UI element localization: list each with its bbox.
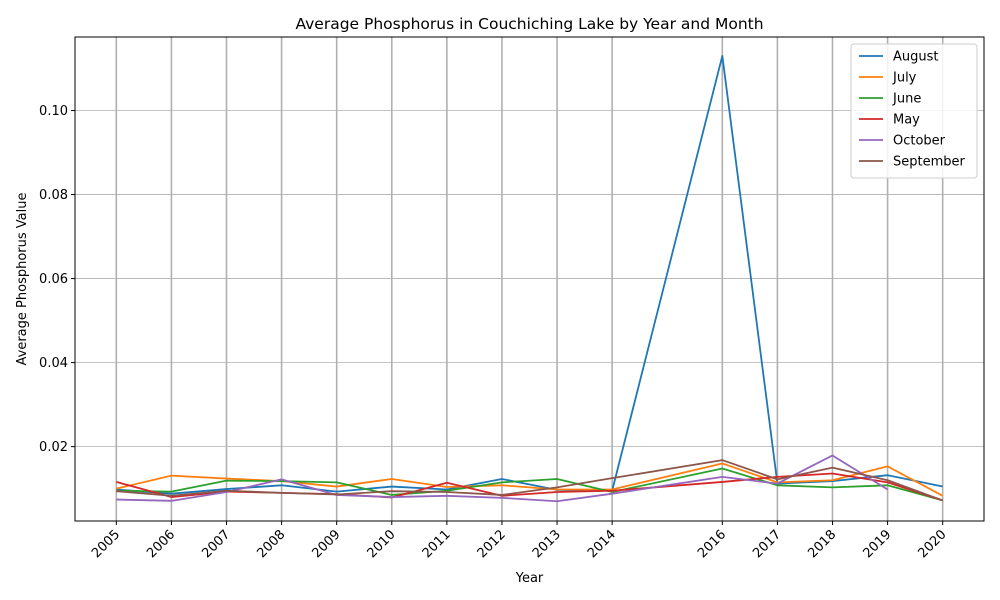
plot-frame	[74, 36, 985, 522]
chart-title: Average Phosphorus in Couchiching Lake b…	[295, 15, 763, 33]
legend-label: June	[892, 92, 921, 107]
legend-label: August	[893, 50, 939, 65]
x-tick-label: 2013	[530, 527, 564, 561]
legend: August July June May October September	[850, 43, 978, 179]
y-axis-ticks: 0.02 0.04 0.06 0.08 0.10	[39, 104, 75, 455]
x-tick-label: 2006	[144, 527, 178, 561]
legend-label: October	[893, 134, 946, 149]
x-tick-label: 2017	[750, 527, 784, 561]
legend-label: September	[893, 155, 966, 170]
x-tick-label: 2009	[310, 527, 344, 561]
series-line-june	[116, 467, 943, 502]
series-line-august	[116, 55, 943, 495]
y-tick-label: 0.02	[39, 440, 68, 455]
x-tick-label: 2020	[916, 527, 950, 561]
x-tick-label: 2019	[860, 527, 894, 561]
x-axis-ticks: 2005 2006 2007 2008 2009 2010 2011 2012 2013 2014…	[89, 521, 950, 561]
y-tick-label: 0.10	[39, 104, 68, 119]
y-tick-label: 0.04	[39, 356, 68, 371]
x-tick-label: 2007	[199, 527, 233, 561]
series-line-october	[116, 454, 889, 503]
x-tick-label: 2012	[475, 527, 509, 561]
x-tick-label: 2005	[89, 527, 123, 561]
x-tick-label: 2010	[365, 527, 399, 561]
legend-label: May	[893, 113, 920, 128]
x-tick-label: 2016	[695, 527, 729, 561]
x-tick-label: 2014	[585, 527, 619, 561]
legend-label: July	[892, 71, 917, 86]
y-tick-label: 0.08	[39, 188, 68, 203]
series-line-september	[116, 459, 943, 502]
series-line-july	[116, 462, 944, 497]
x-tick-label: 2008	[254, 527, 288, 561]
y-tick-label: 0.06	[39, 272, 68, 287]
x-tick-label: 2018	[805, 527, 839, 561]
grid-lines	[75, 37, 984, 521]
series-lines	[116, 55, 944, 503]
y-axis-title: Average Phosphorus Value	[15, 193, 30, 366]
x-tick-label: 2011	[420, 527, 454, 561]
x-axis-title: Year	[515, 571, 544, 586]
